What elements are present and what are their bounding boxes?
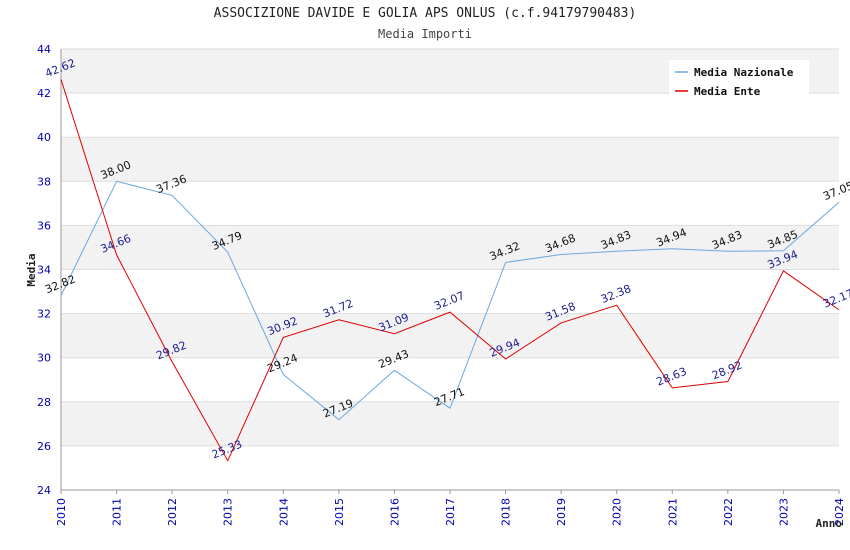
y-tick-label: 38 [37, 175, 51, 188]
chart-title: ASSOCIZIONE DAVIDE E GOLIA APS ONLUS (c.… [213, 6, 637, 21]
legend-entry: Media Nazionale [694, 66, 794, 79]
grid-lines [61, 48, 839, 491]
data-label: 32.07 [432, 289, 466, 313]
x-tick-label: 2018 [500, 498, 513, 526]
x-tick-label: 2015 [333, 498, 346, 526]
grid-band [61, 313, 839, 358]
y-tick-label: 32 [37, 308, 51, 321]
x-tick-label: 2013 [222, 498, 235, 526]
y-tick-label: 24 [37, 484, 51, 497]
y-tick-label: 40 [37, 131, 51, 144]
series-lines [60, 79, 840, 462]
grid-bands [61, 49, 839, 446]
series-line-media-ente [60, 79, 840, 462]
y-tick-label: 30 [37, 352, 51, 365]
x-tick-label: 2017 [444, 498, 457, 526]
data-label: 37.05 [821, 179, 850, 203]
y-tick-label: 42 [37, 87, 51, 100]
x-tick-label: 2016 [388, 498, 401, 526]
x-tick-label: 2012 [166, 498, 179, 526]
x-tick-label: 2020 [611, 498, 624, 526]
y-tick-label: 44 [37, 43, 51, 56]
x-tick-label: 2023 [777, 498, 790, 526]
y-tick-label: 34 [37, 264, 51, 277]
series-line-media-nazionale [60, 180, 840, 421]
y-tick-label: 28 [37, 396, 51, 409]
y-axis-label: Media [25, 253, 38, 286]
x-axis-label: Anno [816, 517, 843, 530]
legend-box [669, 60, 809, 96]
data-label: 28.92 [710, 358, 744, 382]
x-tick-label: 2014 [277, 498, 290, 526]
grid-band [61, 225, 839, 270]
x-tick-label: 2022 [722, 498, 735, 526]
grid-band [61, 137, 839, 182]
x-tick-label: 2010 [55, 498, 68, 526]
axes [60, 49, 840, 494]
x-tick-label: 2021 [666, 498, 679, 526]
x-tick-labels: 2010 2011 2012 2013 2014 2015 2016 2017 2018 2019… [55, 498, 846, 526]
legend: Media Nazionale Media Ente [669, 60, 809, 98]
chart-subtitle: Media Importi [378, 27, 472, 41]
data-label: 32.38 [599, 282, 633, 306]
x-tick-label: 2011 [111, 498, 124, 526]
x-tick-label: 2024 [833, 498, 846, 526]
y-tick-labels: 24 26 28 30 32 34 36 38 40 42 44 [37, 43, 51, 497]
grid-band [61, 401, 839, 446]
y-tick-label: 26 [37, 440, 51, 453]
y-tick-label: 36 [37, 219, 51, 232]
legend-entry: Media Ente [694, 85, 761, 98]
x-tick-label: 2019 [555, 498, 568, 526]
